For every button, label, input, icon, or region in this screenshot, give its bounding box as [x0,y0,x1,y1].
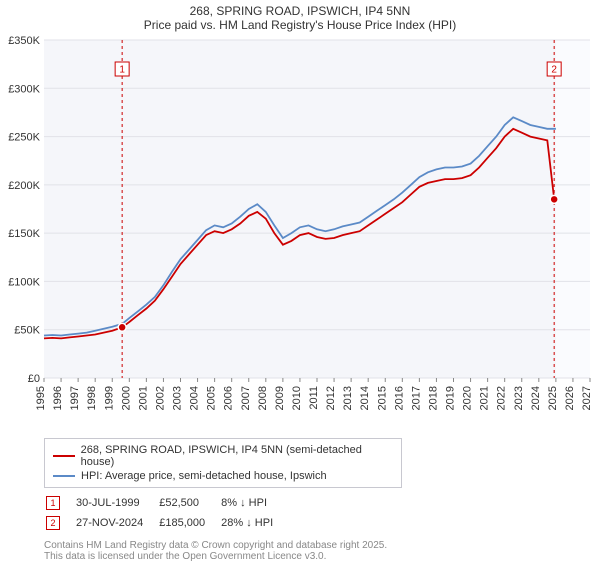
svg-text:2008: 2008 [257,386,269,410]
svg-text:1998: 1998 [86,386,98,410]
legend-item: 268, SPRING ROAD, IPSWICH, IP4 5NN (semi… [53,443,393,469]
sale-price: £52,500 [159,494,219,512]
sale-delta: 28% ↓ HPI [221,514,287,532]
legend-swatch [53,475,75,477]
svg-text:£300K: £300K [8,83,40,95]
svg-text:£150K: £150K [8,228,40,240]
svg-text:£0: £0 [28,373,40,385]
footer-line: Contains HM Land Registry data © Crown c… [44,540,590,551]
legend-label: 268, SPRING ROAD, IPSWICH, IP4 5NN (semi… [81,444,393,468]
sale-marker-icon: 1 [46,496,60,510]
svg-text:£100K: £100K [8,276,40,288]
legend-swatch [53,455,75,457]
page-subtitle: Price paid vs. HM Land Registry's House … [0,18,600,32]
svg-text:2018: 2018 [427,386,439,410]
sale-delta: 8% ↓ HPI [221,494,287,512]
svg-text:2025: 2025 [547,386,559,410]
legend: 268, SPRING ROAD, IPSWICH, IP4 5NN (semi… [44,438,402,488]
svg-text:£200K: £200K [8,180,40,192]
svg-text:2001: 2001 [137,386,149,410]
svg-text:2014: 2014 [359,386,371,410]
page-title: 268, SPRING ROAD, IPSWICH, IP4 5NN [0,4,600,18]
svg-text:1997: 1997 [69,386,81,410]
svg-text:£350K: £350K [8,35,40,47]
svg-text:2026: 2026 [564,386,576,410]
price-chart: £0 £50K £100K £150K £200K £250K £300K £350K 1995… [0,34,600,434]
attribution-footer: Contains HM Land Registry data © Crown c… [44,540,590,562]
svg-text:1995: 1995 [35,386,47,410]
svg-text:2017: 2017 [410,386,422,410]
svg-text:2019: 2019 [445,386,457,410]
svg-text:2024: 2024 [530,386,542,410]
sale-date: 30-JUL-1999 [76,494,157,512]
sales-table: 1 30-JUL-1999£52,5008% ↓ HPI 2 27-NOV-2024£… [44,492,289,534]
svg-text:2003: 2003 [172,386,184,410]
svg-text:2: 2 [551,65,557,76]
sale-row: 1 30-JUL-1999£52,5008% ↓ HPI [46,494,287,512]
svg-text:2016: 2016 [393,386,405,410]
legend-label: HPI: Average price, semi-detached house,… [81,470,327,482]
svg-text:2020: 2020 [462,386,474,410]
svg-text:2015: 2015 [376,386,388,410]
svg-text:2010: 2010 [291,386,303,410]
svg-text:2021: 2021 [479,386,491,410]
svg-text:2011: 2011 [308,386,320,410]
svg-text:2027: 2027 [581,386,593,410]
svg-text:1: 1 [119,65,125,76]
svg-text:2000: 2000 [120,386,132,410]
svg-text:2007: 2007 [240,386,252,410]
svg-text:2005: 2005 [206,386,218,410]
svg-text:£50K: £50K [14,325,40,337]
svg-text:2006: 2006 [223,386,235,410]
svg-text:2012: 2012 [325,386,337,410]
legend-item: HPI: Average price, semi-detached house,… [53,469,393,483]
sale-marker-icon: 2 [46,516,60,530]
svg-text:2022: 2022 [496,386,508,410]
svg-text:2002: 2002 [154,386,166,410]
svg-text:2004: 2004 [189,386,201,410]
svg-text:£250K: £250K [8,132,40,144]
sale-row: 2 27-NOV-2024£185,00028% ↓ HPI [46,514,287,532]
svg-text:1996: 1996 [52,386,64,410]
svg-text:2013: 2013 [342,386,354,410]
svg-text:2009: 2009 [274,386,286,410]
footer-line: This data is licensed under the Open Gov… [44,551,590,562]
svg-text:2023: 2023 [513,386,525,410]
svg-text:1999: 1999 [103,386,115,410]
sale-price: £185,000 [159,514,219,532]
sale-date: 27-NOV-2024 [76,514,157,532]
